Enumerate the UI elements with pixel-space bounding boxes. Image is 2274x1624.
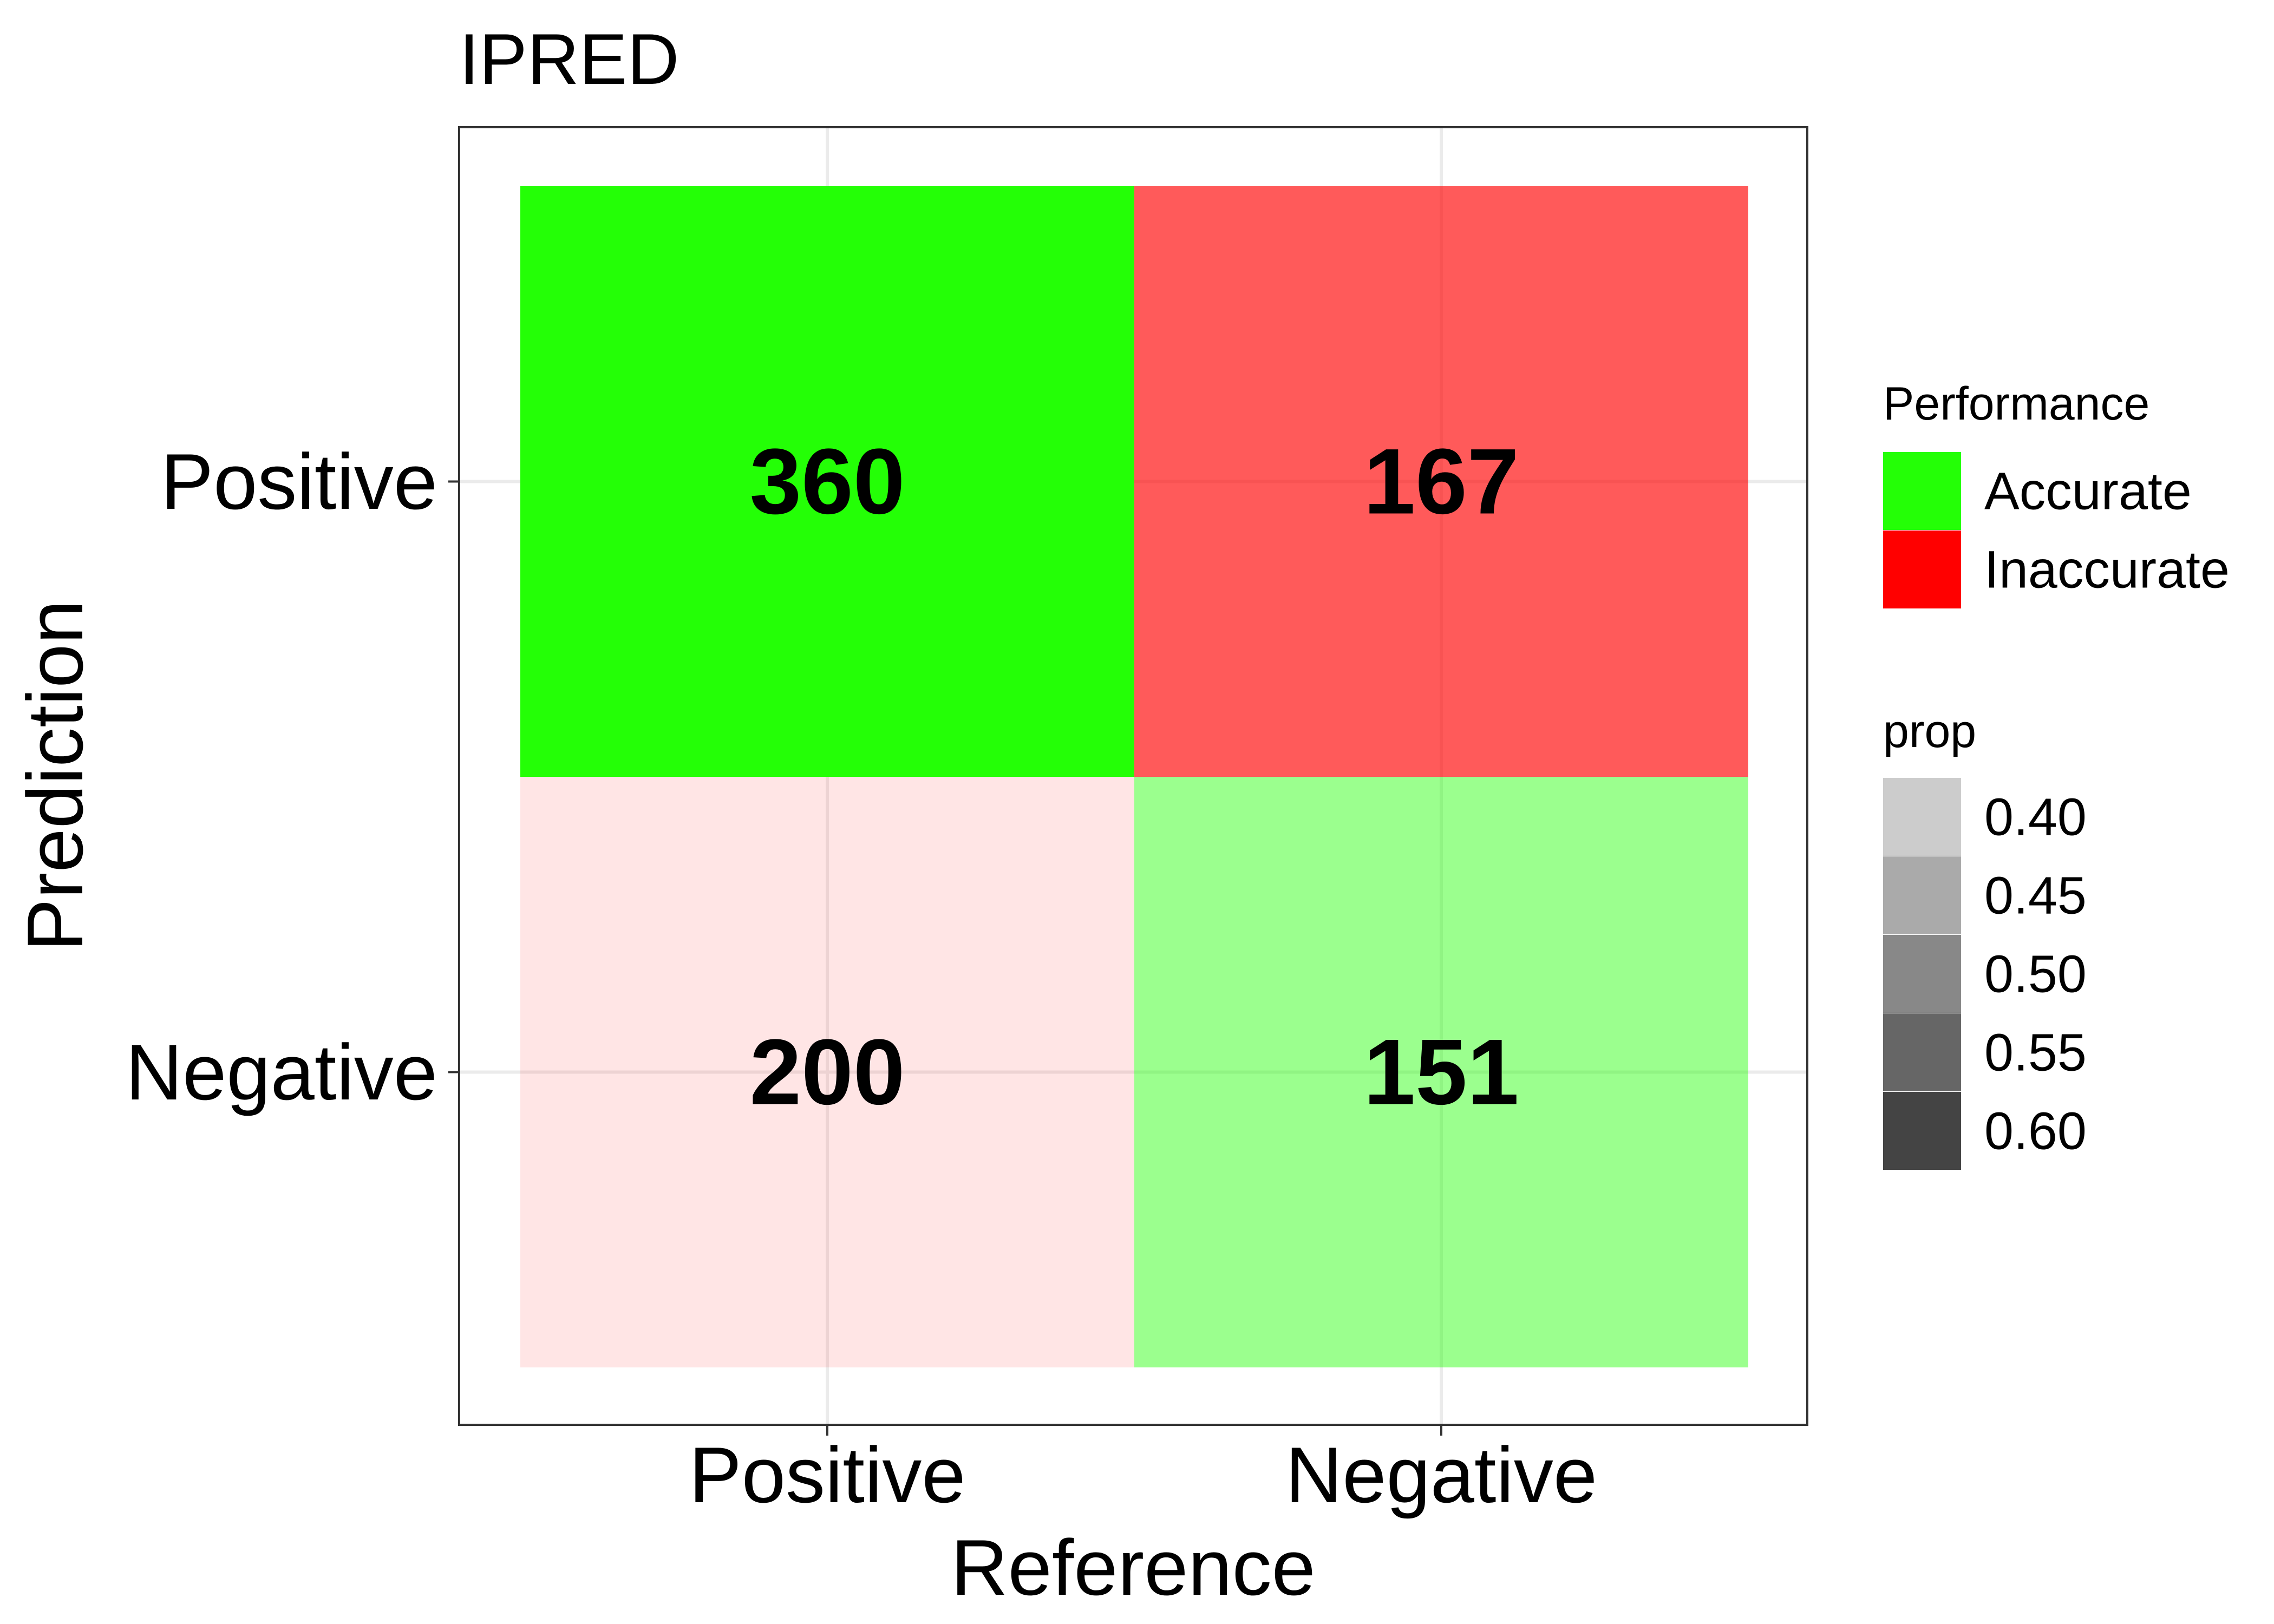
prop-legend-title: prop [1883,705,1976,757]
legend-label-accurate: Accurate [1984,462,2192,521]
prop-label-2: 0.50 [1984,945,2087,1004]
x-axis: Positive Negative [689,1425,1597,1519]
prop-key-3 [1883,1013,1961,1091]
prop-label-4: 0.60 [1984,1102,2087,1161]
cell-negative-positive [520,777,1134,1367]
plot-panel: 360 167 200 151 [458,126,1808,1426]
prop-label-0: 0.40 [1984,788,2087,847]
prop-key-4 [1883,1092,1961,1170]
prop-key-0 [1883,778,1961,856]
y-axis-title: Prediction [11,600,99,951]
performance-legend: Performance Accurate Inaccurate [1883,378,2230,608]
cell-positive-negative [1134,186,1748,777]
performance-legend-title: Performance [1883,378,2149,430]
x-tick-label-negative: Negative [1285,1431,1597,1519]
legend-key-inaccurate [1883,531,1961,608]
y-tick-label-negative: Negative [126,1028,437,1116]
x-axis-title: Reference [951,1523,1316,1612]
legend-label-inaccurate: Inaccurate [1984,540,2230,599]
y-axis: Positive Negative [126,437,459,1116]
y-tick-label-positive: Positive [161,437,437,526]
panel-border [458,126,1808,1426]
cell-value-labels: 360 167 200 151 [750,430,1519,1124]
prop-key-1 [1883,856,1961,934]
cell-negative-negative-label: 151 [1364,1020,1519,1124]
prop-label-1: 0.45 [1984,866,2087,925]
x-tick-label-positive: Positive [689,1431,965,1519]
prop-key-2 [1883,935,1961,1013]
heatmap-cells [520,186,1748,1367]
chart-title: IPRED [459,19,679,100]
cell-negative-positive-label: 200 [750,1020,905,1124]
cell-negative-negative [1134,777,1748,1367]
prop-legend: prop 0.40 0.45 0.50 0.55 0.60 [1883,705,2087,1170]
prop-label-3: 0.55 [1984,1023,2087,1082]
legend-key-accurate [1883,452,1961,530]
cell-positive-negative-label: 167 [1364,430,1519,534]
cell-positive-positive [520,186,1134,777]
cell-positive-positive-label: 360 [750,430,905,534]
